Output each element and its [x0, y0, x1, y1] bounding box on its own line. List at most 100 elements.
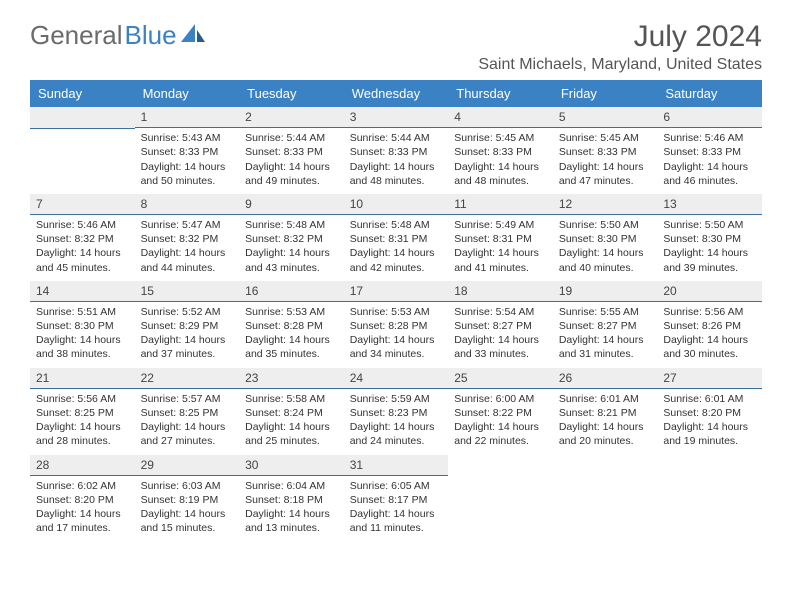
day-number: 22: [135, 368, 240, 389]
day-number: 23: [239, 368, 344, 389]
weekday-header: Sunday: [30, 80, 135, 107]
calendar-cell: 20Sunrise: 5:56 AMSunset: 8:26 PMDayligh…: [657, 281, 762, 368]
day-number: 6: [657, 107, 762, 128]
sunrise-line: Sunrise: 5:53 AM: [350, 305, 443, 319]
sunset-line: Sunset: 8:28 PM: [350, 319, 443, 333]
calendar-cell: 14Sunrise: 5:51 AMSunset: 8:30 PMDayligh…: [30, 281, 135, 368]
calendar-cell: 5Sunrise: 5:45 AMSunset: 8:33 PMDaylight…: [553, 107, 658, 194]
daylight-line: Daylight: 14 hours and 20 minutes.: [559, 420, 652, 448]
sunset-line: Sunset: 8:19 PM: [141, 493, 234, 507]
sunset-line: Sunset: 8:29 PM: [141, 319, 234, 333]
day-number: 27: [657, 368, 762, 389]
day-content: Sunrise: 5:56 AMSunset: 8:26 PMDaylight:…: [657, 302, 762, 368]
sunset-line: Sunset: 8:32 PM: [36, 232, 129, 246]
day-content: Sunrise: 6:01 AMSunset: 8:20 PMDaylight:…: [657, 389, 762, 455]
sunset-line: Sunset: 8:30 PM: [663, 232, 756, 246]
calendar-cell: 24Sunrise: 5:59 AMSunset: 8:23 PMDayligh…: [344, 368, 449, 455]
weekday-header: Saturday: [657, 80, 762, 107]
sunrise-line: Sunrise: 5:44 AM: [245, 131, 338, 145]
sunset-line: Sunset: 8:28 PM: [245, 319, 338, 333]
day-number: 1: [135, 107, 240, 128]
day-content: Sunrise: 5:51 AMSunset: 8:30 PMDaylight:…: [30, 302, 135, 368]
day-number: 3: [344, 107, 449, 128]
sunset-line: Sunset: 8:27 PM: [454, 319, 547, 333]
calendar-cell: 2 Sunrise: 5:44 AMSunset: 8:33 PMDaylight…: [239, 107, 344, 194]
sunset-line: Sunset: 8:22 PM: [454, 406, 547, 420]
day-content: Sunrise: 5:45 AMSunset: 8:33 PMDaylight:…: [553, 128, 658, 194]
calendar-cell: 29Sunrise: 6:03 AMSunset: 8:19 PMDayligh…: [135, 455, 240, 542]
daylight-line: Daylight: 14 hours and 31 minutes.: [559, 333, 652, 361]
daylight-line: Daylight: 14 hours and 34 minutes.: [350, 333, 443, 361]
sunrise-line: Sunrise: 5:55 AM: [559, 305, 652, 319]
day-number: 14: [30, 281, 135, 302]
sunrise-line: Sunrise: 5:58 AM: [245, 392, 338, 406]
sunrise-line: Sunrise: 5:45 AM: [559, 131, 652, 145]
sunset-line: Sunset: 8:32 PM: [245, 232, 338, 246]
sunrise-line: Sunrise: 5:53 AM: [245, 305, 338, 319]
day-number: 18: [448, 281, 553, 302]
daylight-line: Daylight: 14 hours and 41 minutes.: [454, 246, 547, 274]
day-number: 11: [448, 194, 553, 215]
day-content: Sunrise: 5:45 AMSunset: 8:33 PMDaylight:…: [448, 128, 553, 194]
day-number: 24: [344, 368, 449, 389]
sunset-line: Sunset: 8:24 PM: [245, 406, 338, 420]
day-content: Sunrise: 5:50 AMSunset: 8:30 PMDaylight:…: [553, 215, 658, 281]
sunrise-line: Sunrise: 5:48 AM: [350, 218, 443, 232]
calendar-cell: 12Sunrise: 5:50 AMSunset: 8:30 PMDayligh…: [553, 194, 658, 281]
daylight-line: Daylight: 14 hours and 17 minutes.: [36, 507, 129, 535]
day-number: 21: [30, 368, 135, 389]
day-content: Sunrise: 5:49 AMSunset: 8:31 PMDaylight:…: [448, 215, 553, 281]
calendar-cell: 6Sunrise: 5:46 AMSunset: 8:33 PMDaylight…: [657, 107, 762, 194]
daylight-line: Daylight: 14 hours and 45 minutes.: [36, 246, 129, 274]
calendar-cell: 15Sunrise: 5:52 AMSunset: 8:29 PMDayligh…: [135, 281, 240, 368]
sunset-line: Sunset: 8:33 PM: [245, 145, 338, 159]
calendar-cell: 30Sunrise: 6:04 AMSunset: 8:18 PMDayligh…: [239, 455, 344, 542]
sunset-line: Sunset: 8:33 PM: [559, 145, 652, 159]
calendar-cell: 8Sunrise: 5:47 AMSunset: 8:32 PMDaylight…: [135, 194, 240, 281]
day-content: Sunrise: 5:44 AMSunset: 8:33 PMDaylight:…: [344, 128, 449, 194]
calendar-table: SundayMondayTuesdayWednesdayThursdayFrid…: [30, 80, 762, 541]
daylight-line: Daylight: 14 hours and 37 minutes.: [141, 333, 234, 361]
sunset-line: Sunset: 8:21 PM: [559, 406, 652, 420]
day-number: 15: [135, 281, 240, 302]
day-content: Sunrise: 5:58 AMSunset: 8:24 PMDaylight:…: [239, 389, 344, 455]
calendar-cell-empty: [448, 455, 553, 542]
calendar-cell: 31Sunrise: 6:05 AMSunset: 8:17 PMDayligh…: [344, 455, 449, 542]
day-content: Sunrise: 5:56 AMSunset: 8:25 PMDaylight:…: [30, 389, 135, 455]
daylight-line: Daylight: 14 hours and 42 minutes.: [350, 246, 443, 274]
title-block: July 2024 Saint Michaels, Maryland, Unit…: [478, 20, 762, 74]
sunset-line: Sunset: 8:26 PM: [663, 319, 756, 333]
sunrise-line: Sunrise: 5:43 AM: [141, 131, 234, 145]
calendar-week-row: 28Sunrise: 6:02 AMSunset: 8:20 PMDayligh…: [30, 455, 762, 542]
calendar-cell: 26Sunrise: 6:01 AMSunset: 8:21 PMDayligh…: [553, 368, 658, 455]
sunrise-line: Sunrise: 5:56 AM: [663, 305, 756, 319]
calendar-cell: 17Sunrise: 5:53 AMSunset: 8:28 PMDayligh…: [344, 281, 449, 368]
daylight-line: Daylight: 14 hours and 28 minutes.: [36, 420, 129, 448]
sunset-line: Sunset: 8:25 PM: [36, 406, 129, 420]
daylight-line: Daylight: 14 hours and 48 minutes.: [350, 160, 443, 188]
calendar-cell: 16Sunrise: 5:53 AMSunset: 8:28 PMDayligh…: [239, 281, 344, 368]
daylight-line: Daylight: 14 hours and 39 minutes.: [663, 246, 756, 274]
calendar-cell: 10Sunrise: 5:48 AMSunset: 8:31 PMDayligh…: [344, 194, 449, 281]
day-number: 30: [239, 455, 344, 476]
day-number: 26: [553, 368, 658, 389]
weekday-header: Friday: [553, 80, 658, 107]
day-number: 10: [344, 194, 449, 215]
sunrise-line: Sunrise: 5:50 AM: [559, 218, 652, 232]
calendar-cell: 18Sunrise: 5:54 AMSunset: 8:27 PMDayligh…: [448, 281, 553, 368]
calendar-cell: 25Sunrise: 6:00 AMSunset: 8:22 PMDayligh…: [448, 368, 553, 455]
day-number: 25: [448, 368, 553, 389]
day-content: Sunrise: 5:48 AMSunset: 8:31 PMDaylight:…: [344, 215, 449, 281]
daylight-line: Daylight: 14 hours and 44 minutes.: [141, 246, 234, 274]
day-number: 2: [239, 107, 344, 128]
calendar-cell: 3Sunrise: 5:44 AMSunset: 8:33 PMDaylight…: [344, 107, 449, 194]
sunrise-line: Sunrise: 5:48 AM: [245, 218, 338, 232]
sunrise-line: Sunrise: 5:46 AM: [36, 218, 129, 232]
calendar-cell-empty: [553, 455, 658, 542]
calendar-cell: 19Sunrise: 5:55 AMSunset: 8:27 PMDayligh…: [553, 281, 658, 368]
calendar-cell: 28Sunrise: 6:02 AMSunset: 8:20 PMDayligh…: [30, 455, 135, 542]
daylight-line: Daylight: 14 hours and 49 minutes.: [245, 160, 338, 188]
sunset-line: Sunset: 8:25 PM: [141, 406, 234, 420]
daylight-line: Daylight: 14 hours and 27 minutes.: [141, 420, 234, 448]
sunrise-line: Sunrise: 5:45 AM: [454, 131, 547, 145]
